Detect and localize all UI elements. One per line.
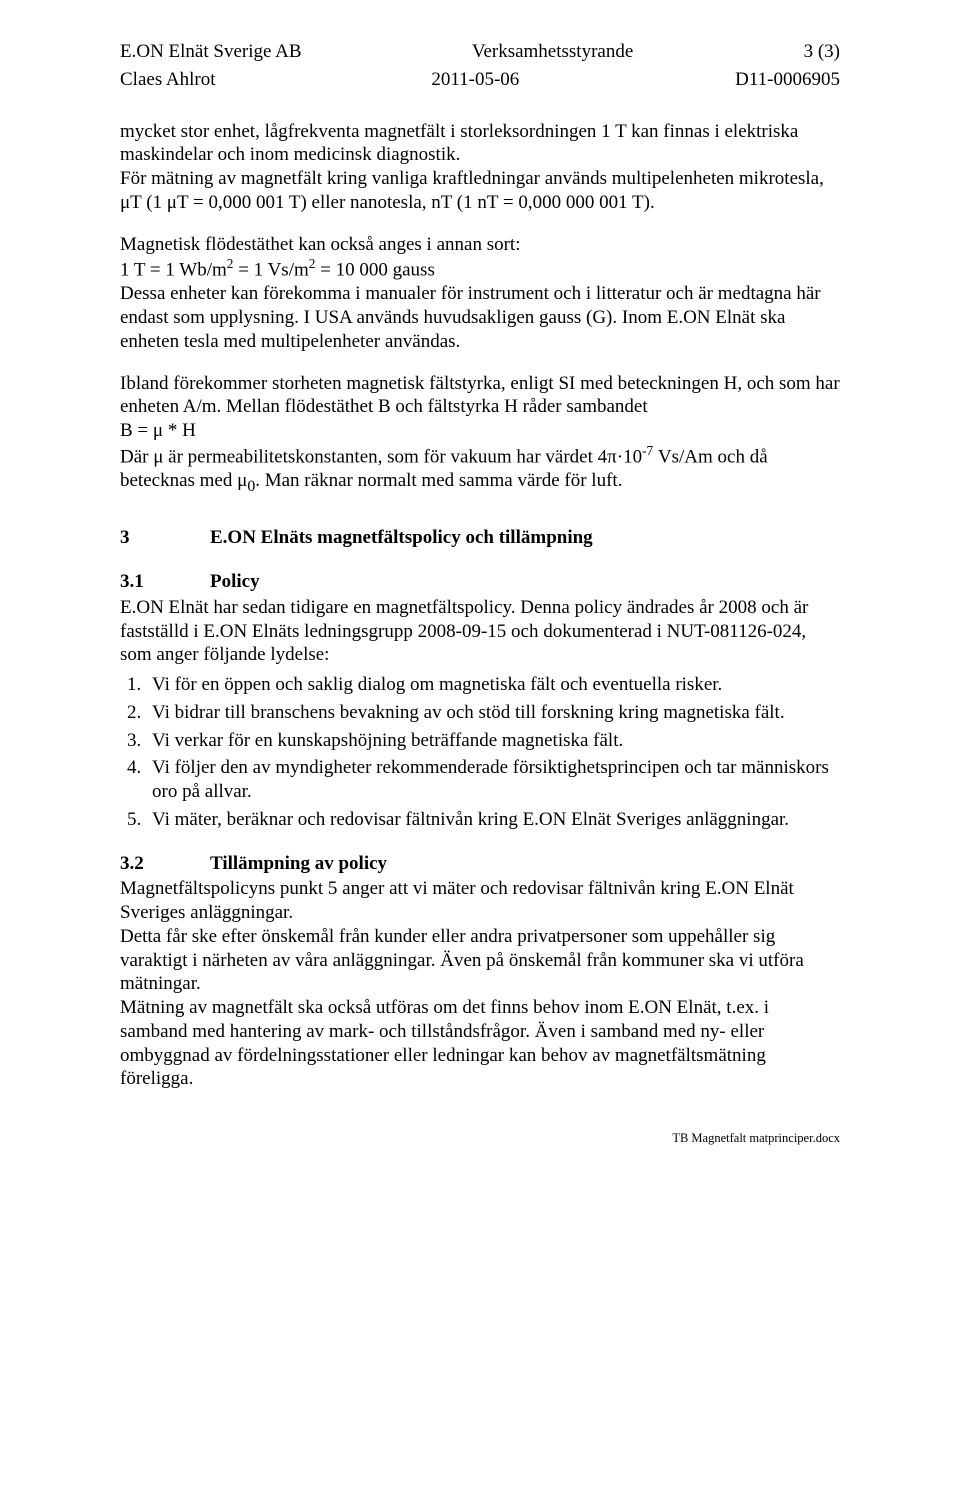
section-paragraph: E.ON Elnät har sedan tidigare en magnetf… <box>120 596 840 667</box>
section-title: Tillämpning av policy <box>210 852 387 876</box>
header-company: E.ON Elnät Sverige AB <box>120 40 302 64</box>
section-number: 3 <box>120 526 210 550</box>
section-heading-3-2: 3.2 Tillämpning av policy <box>120 852 840 876</box>
header-doctype: Verksamhetsstyrande <box>472 40 633 64</box>
header-page: 3 (3) <box>804 40 840 64</box>
header-row-1: E.ON Elnät Sverige AB Verksamhetsstyrand… <box>120 40 840 64</box>
section-paragraph: Magnetfältspolicyns punkt 5 anger att vi… <box>120 877 840 925</box>
list-item: Vi följer den av myndigheter rekommender… <box>146 756 840 804</box>
footer-filename: TB Magnetfalt matprinciper.docx <box>120 1131 840 1147</box>
section-number: 3.2 <box>120 852 210 876</box>
section-title: Policy <box>210 570 260 594</box>
section-title: E.ON Elnäts magnetfältspolicy och tilläm… <box>210 526 593 550</box>
header-date: 2011-05-06 <box>431 68 519 92</box>
header-author: Claes Ahlrot <box>120 68 216 92</box>
section-number: 3.1 <box>120 570 210 594</box>
body-paragraph: Magnetisk flödestäthet kan också anges i… <box>120 233 840 354</box>
section-heading-3: 3 E.ON Elnäts magnetfältspolicy och till… <box>120 526 840 550</box>
header-row-2: Claes Ahlrot 2011-05-06 D11-0006905 <box>120 68 840 92</box>
list-item: Vi bidrar till branschens bevakning av o… <box>146 701 840 725</box>
body-paragraph: Ibland förekommer storheten magnetisk fä… <box>120 372 840 497</box>
body-paragraph: mycket stor enhet, lågfrekventa magnetfä… <box>120 120 840 215</box>
policy-list: Vi för en öppen och saklig dialog om mag… <box>146 673 840 832</box>
header-docid: D11-0006905 <box>735 68 840 92</box>
list-item: Vi mäter, beräknar och redovisar fältniv… <box>146 808 840 832</box>
section-paragraph: Detta får ske efter önskemål från kunder… <box>120 925 840 996</box>
section-heading-3-1: 3.1 Policy <box>120 570 840 594</box>
section-paragraph: Mätning av magnetfält ska också utföras … <box>120 996 840 1091</box>
list-item: Vi för en öppen och saklig dialog om mag… <box>146 673 840 697</box>
list-item: Vi verkar för en kunskapshöjning beträff… <box>146 729 840 753</box>
